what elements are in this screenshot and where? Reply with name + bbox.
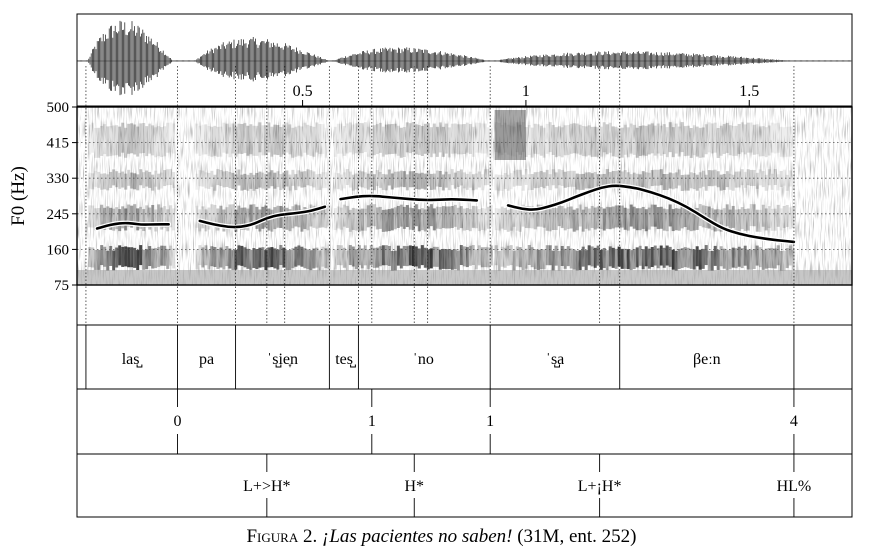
tone-label: HL% (777, 478, 812, 495)
syllable-label: tes̺ (335, 351, 356, 369)
f0-tick-label: 500 (47, 100, 70, 116)
f0-axis-label: F0 (Hz) (8, 166, 29, 226)
break-index-label: 0 (174, 413, 182, 430)
break-index-label: 4 (790, 413, 798, 430)
f0-contour-line (506, 184, 796, 244)
f0-tick-label: 160 (47, 242, 70, 258)
break-index-label: 1 (368, 413, 376, 430)
spectrogram-panel: 75 160 245 330 415 500 F0 (Hz) (8, 100, 853, 294)
syllable-label: ˈno (413, 351, 434, 368)
caption-source: (31M, ent. 252) (517, 526, 637, 547)
f0-contour-line (95, 221, 170, 230)
time-axis: 0.5 1 1.5 (293, 83, 759, 106)
tone-label: H* (404, 478, 424, 495)
break-index-tier: 0 1 1 4 (174, 389, 798, 454)
syllable-label: ˈs̺a (546, 351, 565, 369)
f0-tick-label: 330 (47, 171, 70, 187)
waveform-panel: 0.5 1 1.5 (76, 13, 853, 107)
f0-contour-line (198, 205, 327, 229)
waveform (77, 20, 852, 96)
syllable-label: ˈs̺ie̞n (267, 351, 298, 369)
caption-label: Figura 2. (246, 526, 318, 547)
tone-tier: L+>H* H* L+¡H* HL% (243, 454, 811, 517)
tone-label: L+>H* (243, 478, 290, 495)
time-tick-label: 0.5 (293, 83, 313, 100)
break-index-label: 1 (486, 413, 494, 430)
time-tick-label: 1 (522, 83, 530, 100)
waveform-trace (77, 20, 852, 96)
f0-grid (77, 142, 852, 250)
f0-tick-label: 245 (47, 207, 70, 223)
f0-contour-line (339, 194, 479, 202)
syllable-label: pa (199, 351, 214, 368)
tone-label: L+¡H* (578, 478, 622, 495)
f0-contour (94, 183, 797, 245)
caption-title: ¡Las pacientes no saben! (321, 526, 513, 547)
figure-caption: Figura 2. ¡Las pacientes no saben! (31M,… (0, 526, 883, 548)
time-tick-label: 1.5 (739, 83, 759, 100)
f0-tick-label: 415 (47, 136, 70, 152)
boundary-lines (85, 66, 795, 325)
syllable-label: las̺ (122, 351, 143, 369)
f0-tick-label: 75 (54, 278, 69, 294)
syllable-tier: las̺ pa ˈs̺ie̞n tes̺ ˈno ˈs̺a βeːn (85, 325, 795, 389)
f0-axis: 75 160 245 330 415 500 (47, 100, 77, 294)
annotation-tiers: las̺ pa ˈs̺ie̞n tes̺ ˈno ˈs̺a βeːn 0 1 1 4 L+>H* H… (76, 284, 853, 518)
syllable-label: βeːn (693, 351, 721, 368)
